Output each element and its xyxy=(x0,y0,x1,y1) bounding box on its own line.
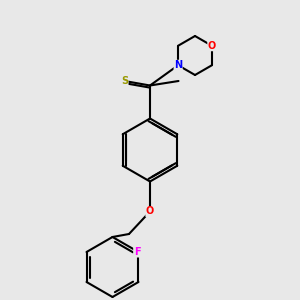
Text: O: O xyxy=(146,206,154,217)
Text: F: F xyxy=(134,247,140,257)
Text: N: N xyxy=(174,60,182,70)
Text: S: S xyxy=(121,76,128,86)
Text: O: O xyxy=(208,41,216,51)
